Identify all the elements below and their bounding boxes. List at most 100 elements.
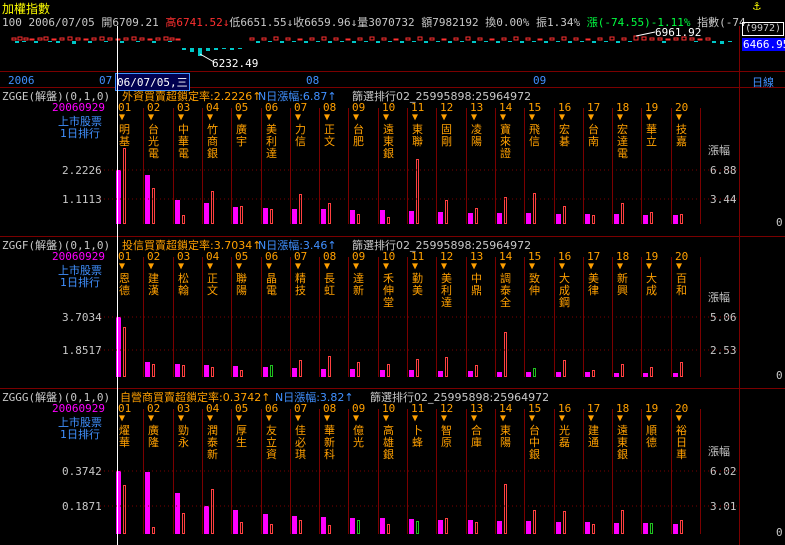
change-bar-negative[interactable]: [533, 368, 536, 377]
timeline-selected-date[interactable]: 06/07/05,三: [115, 73, 190, 91]
stock-name[interactable]: 正文: [207, 272, 218, 297]
change-bar[interactable]: [123, 327, 126, 377]
change-bar[interactable]: [387, 217, 390, 224]
lock-rate-bar[interactable]: [145, 362, 150, 377]
lock-rate-bar[interactable]: [233, 207, 238, 224]
lock-rate-bar[interactable]: [526, 521, 531, 534]
change-bar-negative[interactable]: [357, 520, 360, 534]
change-bar[interactable]: [504, 332, 507, 377]
stock-name[interactable]: 力信: [295, 123, 306, 148]
stock-name[interactable]: 裕日車: [676, 424, 687, 461]
lock-rate-bar[interactable]: [116, 471, 121, 534]
lock-rate-bar[interactable]: [643, 215, 648, 224]
stock-name[interactable]: 億光: [353, 424, 364, 449]
lock-rate-bar[interactable]: [263, 367, 268, 377]
stock-name[interactable]: 美利達: [441, 272, 452, 309]
lock-rate-bar[interactable]: [350, 369, 355, 377]
lock-rate-bar[interactable]: [497, 521, 502, 534]
change-bar[interactable]: [592, 524, 595, 534]
change-bar[interactable]: [445, 357, 448, 377]
change-bar[interactable]: [592, 215, 595, 224]
stock-name[interactable]: 順德: [646, 424, 657, 449]
stock-name[interactable]: 勁永: [178, 424, 189, 449]
change-bar[interactable]: [211, 489, 214, 534]
change-bar[interactable]: [299, 520, 302, 534]
stock-name[interactable]: 宏碁: [559, 123, 570, 148]
change-bar[interactable]: [563, 511, 566, 534]
change-bar[interactable]: [299, 194, 302, 224]
change-bar[interactable]: [650, 367, 653, 377]
lock-rate-bar[interactable]: [380, 370, 385, 377]
stock-name[interactable]: 台中銀: [529, 424, 540, 461]
stock-name[interactable]: 燿華: [119, 424, 130, 449]
lock-rate-bar[interactable]: [292, 516, 297, 534]
change-bar-negative[interactable]: [416, 521, 419, 534]
change-bar[interactable]: [621, 203, 624, 224]
change-bar[interactable]: [328, 525, 331, 534]
stock-name[interactable]: 厚生: [236, 424, 247, 449]
lock-rate-bar[interactable]: [673, 524, 678, 534]
stock-name[interactable]: 凌陽: [471, 123, 482, 148]
change-bar[interactable]: [563, 360, 566, 377]
change-bar[interactable]: [123, 148, 126, 224]
change-bar[interactable]: [152, 188, 155, 224]
anchor-icon[interactable]: ⚓: [753, 0, 761, 14]
stock-name[interactable]: 中鼎: [471, 272, 482, 297]
lock-rate-bar[interactable]: [585, 522, 590, 534]
lock-rate-bar[interactable]: [145, 175, 150, 224]
stock-name[interactable]: 禾伸堂: [383, 272, 394, 309]
lock-rate-bar[interactable]: [380, 518, 385, 534]
stock-name[interactable]: 固剛: [441, 123, 452, 148]
stock-name[interactable]: 台肥: [353, 123, 364, 148]
stock-name[interactable]: 飛信: [529, 123, 540, 148]
lock-rate-bar[interactable]: [409, 211, 414, 224]
lock-rate-bar[interactable]: [526, 372, 531, 377]
panel-code[interactable]: ZGGG(解盤)(0,1,0): [2, 391, 111, 404]
lock-rate-bar[interactable]: [380, 210, 385, 224]
change-bar[interactable]: [270, 524, 273, 534]
lock-rate-bar[interactable]: [497, 213, 502, 224]
stock-name[interactable]: 精技: [295, 272, 306, 297]
lock-rate-bar[interactable]: [673, 373, 678, 377]
lock-rate-bar[interactable]: [175, 364, 180, 377]
change-bar[interactable]: [357, 362, 360, 377]
stock-name[interactable]: 東陽: [500, 424, 511, 449]
change-bar[interactable]: [152, 527, 155, 534]
lock-rate-bar[interactable]: [468, 213, 473, 224]
panel-code[interactable]: ZGGE(解盤)(0,1,0): [2, 90, 111, 103]
stock-name[interactable]: 達新: [353, 272, 364, 297]
change-bar[interactable]: [533, 193, 536, 224]
lock-rate-bar[interactable]: [438, 212, 443, 224]
change-bar[interactable]: [123, 485, 126, 534]
change-bar[interactable]: [152, 364, 155, 377]
lock-rate-bar[interactable]: [204, 365, 209, 377]
stock-name[interactable]: 遠東銀: [617, 424, 628, 461]
lock-rate-bar[interactable]: [175, 493, 180, 534]
change-bar[interactable]: [650, 212, 653, 224]
lock-rate-bar[interactable]: [585, 372, 590, 377]
stock-name[interactable]: 勤美: [412, 272, 423, 297]
change-bar[interactable]: [445, 518, 448, 534]
lock-rate-bar[interactable]: [350, 518, 355, 534]
stock-name[interactable]: 松翰: [178, 272, 189, 297]
stock-name[interactable]: 廣隆: [148, 424, 159, 449]
change-bar[interactable]: [475, 208, 478, 224]
change-bar[interactable]: [211, 367, 214, 377]
change-bar[interactable]: [475, 365, 478, 377]
lock-rate-bar[interactable]: [643, 523, 648, 534]
stock-name[interactable]: 卜蜂: [412, 424, 423, 449]
panel-code[interactable]: ZGGF(解盤)(0,1,0): [2, 239, 111, 252]
lock-rate-bar[interactable]: [233, 366, 238, 377]
lock-rate-bar[interactable]: [556, 522, 561, 534]
stock-name[interactable]: 光磊: [559, 424, 570, 449]
change-bar[interactable]: [504, 197, 507, 224]
change-bar[interactable]: [240, 522, 243, 534]
stock-name[interactable]: 台南: [588, 123, 599, 148]
change-bar[interactable]: [299, 360, 302, 377]
change-bar[interactable]: [387, 364, 390, 377]
indicator-panel[interactable]: ZGGF(解盤)(0,1,0) 投信買賣超鎖定率:3.7034↑ N日漲幅:3.46…: [0, 236, 785, 388]
change-bar[interactable]: [416, 359, 419, 377]
lock-rate-bar[interactable]: [468, 520, 473, 534]
change-bar[interactable]: [387, 524, 390, 534]
change-bar[interactable]: [680, 362, 683, 377]
